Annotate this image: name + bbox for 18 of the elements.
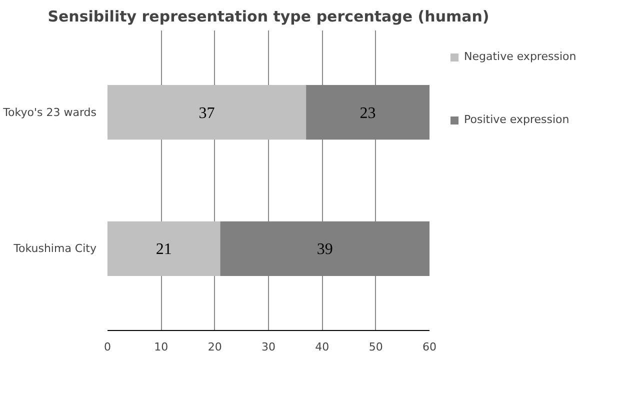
- y-tick-label: Tokushima City: [12, 242, 97, 256]
- legend-label: Positive expression: [464, 113, 570, 126]
- data-label: 21: [156, 241, 172, 258]
- x-tick-label: 20: [208, 340, 222, 354]
- x-tick-label: 40: [315, 340, 330, 354]
- legend-label: Negative expression: [464, 50, 576, 63]
- y-tick-label: Tokyo's 23 wards: [2, 106, 97, 119]
- chart-title: Sensibility representation type percentage (human): [48, 8, 490, 26]
- data-label: 23: [360, 104, 376, 122]
- x-tick-label: 30: [262, 340, 276, 354]
- bar: [108, 221, 220, 276]
- data-label: 37: [198, 104, 215, 122]
- data-label: 39: [316, 241, 333, 258]
- x-tick-label: 0: [104, 340, 111, 354]
- x-tick-label: 10: [154, 340, 168, 354]
- x-tick-label: 60: [422, 340, 436, 354]
- bar: [108, 85, 306, 140]
- x-tick-label: 50: [368, 340, 383, 354]
